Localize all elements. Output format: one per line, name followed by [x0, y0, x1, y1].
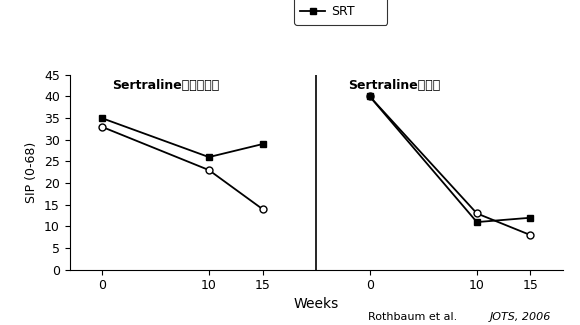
- Y-axis label: SIP (0-68): SIP (0-68): [26, 142, 38, 203]
- Legend: PE+SRT, SRT: PE+SRT, SRT: [294, 0, 387, 24]
- Text: JOTS, 2006: JOTS, 2006: [490, 312, 551, 322]
- X-axis label: Weeks: Weeks: [293, 297, 339, 311]
- Text: Sertraline部分改善例: Sertraline部分改善例: [113, 79, 220, 92]
- Text: Sertraline著効例: Sertraline著効例: [348, 79, 440, 92]
- Text: Rothbaum et al.: Rothbaum et al.: [368, 312, 461, 322]
